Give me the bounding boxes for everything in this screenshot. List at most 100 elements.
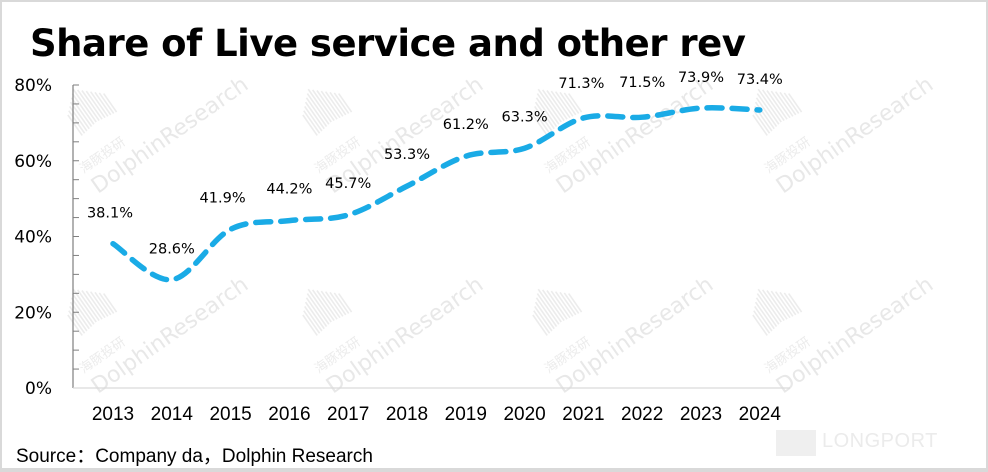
watermark-bar-icon [302, 114, 318, 136]
watermark-bar-icon [69, 105, 88, 132]
watermark-bar-icon [71, 93, 95, 125]
watermark-bar-icon [761, 89, 785, 122]
watermark-bar-icon [755, 97, 778, 127]
watermark-bar-icon [304, 105, 323, 132]
watermark-bar-icon [533, 310, 551, 334]
watermark-bar-icon [316, 90, 338, 120]
watermark-bar-icon [783, 292, 800, 314]
watermark-bar-icon [532, 314, 548, 336]
watermark-bar-icon [770, 90, 791, 119]
data-label: 71.5% [619, 75, 665, 91]
data-label: 38.1% [87, 206, 133, 222]
x-tick-label: 2024 [739, 404, 782, 425]
watermark-bar-icon [338, 93, 353, 113]
watermark-bar-icon [752, 114, 768, 136]
watermark-bar-icon [761, 289, 785, 322]
watermark-bar-icon [770, 290, 791, 319]
watermark-bar-icon [550, 90, 571, 119]
watermark-bar-icon [311, 289, 335, 322]
watermark-bar-icon [304, 101, 325, 130]
data-label: 73.9% [678, 70, 724, 86]
watermark-bar-icon [568, 93, 583, 113]
watermark-bar-icon [81, 90, 103, 120]
watermark-bar-icon [307, 288, 332, 323]
watermark-bar-icon [306, 293, 330, 325]
watermark-bar-icon [554, 91, 574, 117]
watermark-bar-icon [535, 97, 558, 127]
x-tick-label: 2020 [503, 404, 545, 425]
watermark-bar-icon [533, 110, 551, 134]
watermark-bar-icon [76, 89, 100, 122]
watermark-bar-icon [554, 291, 574, 317]
watermark-bar-icon [563, 292, 580, 314]
watermark-bar-icon [757, 288, 782, 323]
watermark-bar-icon [85, 90, 106, 119]
watermark-bar-icon [68, 310, 86, 334]
watermark-bar-icon [307, 88, 332, 123]
watermark-bar-icon [536, 293, 560, 325]
watermark-bar-icon [304, 301, 325, 330]
watermark-bar-icon [753, 310, 771, 334]
watermark-bar-icon [752, 314, 768, 336]
watermark-bar-icon [756, 293, 780, 325]
watermark-bar-icon [98, 292, 115, 314]
watermark-bar-icon [788, 93, 803, 113]
watermark-bar-icon [534, 301, 555, 330]
watermark-bar-icon [71, 293, 95, 325]
watermark-bar-icon [324, 91, 344, 117]
watermark-bar-icon [537, 88, 562, 123]
watermark-bar-icon [320, 90, 341, 119]
watermark-bar-icon [766, 290, 788, 320]
watermark-bar-icon [779, 291, 797, 316]
data-label: 63.3% [502, 109, 548, 125]
watermark-en: DolphinResearch [772, 272, 938, 399]
watermark-bar-icon [302, 314, 318, 336]
watermark-bar-icon [753, 110, 771, 134]
watermark-bar-icon [338, 293, 353, 313]
watermark-bar-icon [329, 91, 347, 116]
x-tick-label: 2023 [680, 404, 722, 425]
watermark-bar-icon [103, 293, 118, 313]
longport-watermark: LONGPORT [822, 430, 938, 452]
data-labels: 38.1% 28.6% 41.9% 44.2% 45.7% 53.3% 61.2% 63.3%… [87, 70, 783, 258]
x-tick-label: 2019 [445, 404, 487, 425]
watermark-bar-icon [754, 301, 775, 330]
x-axis: 2013 2014 2015 2016 2017 2018 2019 2020 2021 2022… [73, 387, 790, 425]
watermark-bar-icon [72, 288, 97, 323]
chart-title: Share of Live service and other rev [30, 22, 746, 65]
watermark-en: DolphinResearch [322, 272, 488, 399]
series-line [110, 105, 763, 283]
watermark-bar-icon [536, 93, 560, 125]
x-tick-label: 2014 [151, 404, 194, 425]
watermark-bar-icon [69, 301, 90, 330]
watermark-bar-icon [756, 93, 780, 125]
watermark-bar-icon [755, 297, 778, 327]
watermark-bar-icon [537, 288, 562, 323]
watermark-bar-icon [532, 114, 548, 136]
watermark-bar-icon [94, 91, 112, 116]
watermark-bar-icon [535, 297, 558, 327]
y-tick-label: 0% [25, 379, 52, 399]
watermark-bar-icon [306, 93, 330, 125]
watermark-bar-icon [766, 90, 788, 120]
watermark-en: DolphinResearch [87, 272, 253, 399]
watermark-bar-icon [68, 110, 86, 134]
watermark-bar-icon [546, 290, 568, 320]
watermark-bar-icon [70, 297, 93, 327]
watermark-bar-icon [333, 292, 350, 314]
watermark-bar-icon [534, 101, 555, 130]
longport-logo-icon [776, 430, 816, 456]
y-tick-label: 60% [14, 152, 52, 172]
watermark-bar-icon [70, 97, 93, 127]
watermark-bar-icon [311, 89, 335, 122]
watermark-bar-icon [303, 310, 321, 334]
x-tick-label: 2015 [209, 404, 251, 425]
data-label: 71.3% [558, 76, 604, 92]
watermark-bar-icon [69, 305, 88, 332]
y-axis: 0% 20% 40% 60% 80% [14, 76, 79, 399]
